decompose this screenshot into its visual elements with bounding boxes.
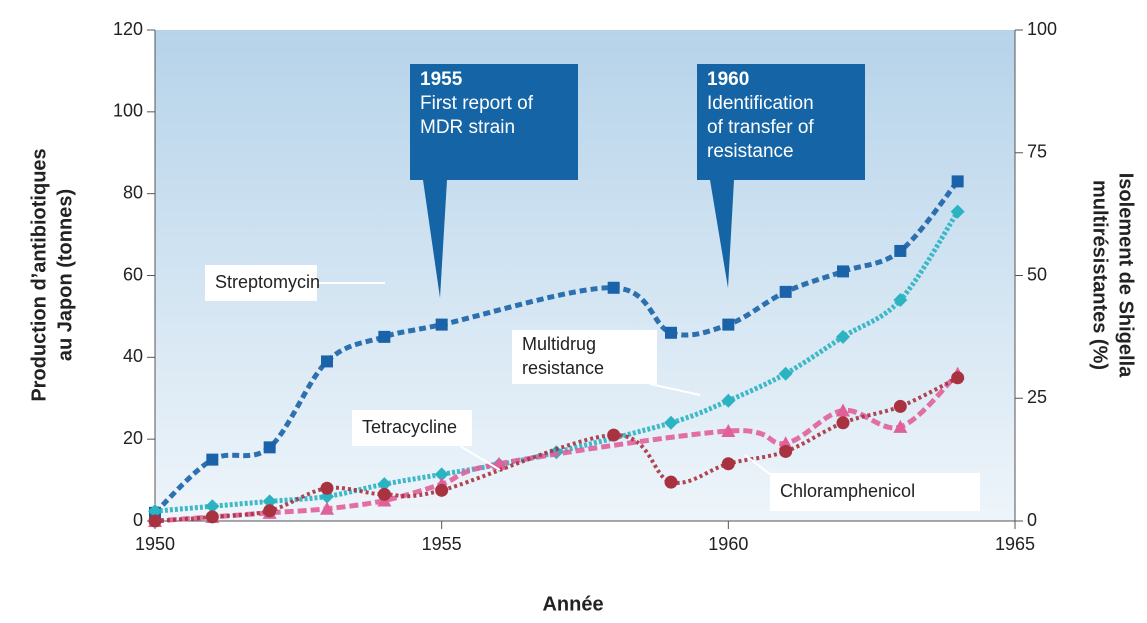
marker xyxy=(664,415,678,430)
annotation-year: 1960 xyxy=(707,69,749,90)
y2-axis-title-line: multirésistantes (%) xyxy=(1089,180,1111,370)
marker xyxy=(721,423,736,437)
y-tick-label: 0 xyxy=(133,510,143,530)
y-axis-title-line: Production d’antibiotiques xyxy=(28,148,50,401)
x-tick-label: 1960 xyxy=(708,534,748,554)
marker xyxy=(434,467,449,482)
series-label: Chloramphenicol xyxy=(744,454,980,511)
y-tick-label: 20 xyxy=(123,428,143,448)
marker xyxy=(894,244,907,257)
annotation-text: MDR strain xyxy=(420,117,515,138)
marker xyxy=(321,355,333,368)
marker xyxy=(722,318,735,331)
callout-box xyxy=(352,410,472,446)
marker xyxy=(206,453,219,466)
marker xyxy=(377,487,391,501)
series-name-line: Multidrug xyxy=(522,334,596,354)
y2-tick-label: 100 xyxy=(1027,19,1057,39)
annotation-box xyxy=(697,64,865,180)
series-name: Streptomycin xyxy=(215,272,320,292)
marker xyxy=(950,204,965,219)
marker xyxy=(779,285,792,298)
y2-tick-label: 0 xyxy=(1027,510,1037,530)
marker xyxy=(263,441,276,454)
annotation-pointer xyxy=(710,180,734,288)
marker xyxy=(263,504,277,518)
marker xyxy=(893,399,907,413)
series-name: Multidrug resistance xyxy=(522,334,604,378)
series-label: Multidrug resistance xyxy=(512,330,701,396)
y-tick-label: 120 xyxy=(113,19,143,39)
marker xyxy=(893,293,908,308)
y2-axis-title: Isolement de Shigella multirésistantes (… xyxy=(1089,173,1137,378)
y-tick-label: 40 xyxy=(123,346,143,366)
series-name: Chloramphenicol xyxy=(780,481,915,501)
annotation-year: 1955 xyxy=(420,69,463,90)
series-label: Tetracycline xyxy=(352,410,501,471)
y2-axis-title-line: Isolement de Shigella xyxy=(1115,173,1137,378)
marker xyxy=(893,419,908,433)
annotation: 1955 First report of MDR strain xyxy=(410,64,578,298)
annotation-pointer xyxy=(423,180,447,298)
y-axis-title-line: au Japon (tonnes) xyxy=(54,189,76,361)
callout-box xyxy=(205,265,317,301)
marker xyxy=(721,393,736,408)
marker xyxy=(148,514,162,528)
marker xyxy=(320,501,334,515)
marker xyxy=(205,499,220,514)
marker xyxy=(607,428,621,442)
annotation-text: First report of xyxy=(420,93,534,114)
marker xyxy=(148,504,162,519)
marker xyxy=(836,329,850,344)
callout-line xyxy=(459,445,501,471)
annotation-text: Identification xyxy=(707,93,814,114)
callout-line xyxy=(649,383,701,396)
annotation-text: of transfer of xyxy=(707,117,814,138)
annotation: 1960 Identification of transfer of resistan… xyxy=(697,64,865,288)
marker xyxy=(205,510,219,524)
x-axis-title: Année xyxy=(542,593,603,615)
marker xyxy=(262,494,277,509)
y-tick-label: 80 xyxy=(123,182,143,202)
x-tick-label: 1950 xyxy=(135,534,175,554)
x-tick-label: 1965 xyxy=(995,534,1035,554)
y-tick-label: 60 xyxy=(123,264,143,284)
marker xyxy=(665,326,677,339)
marker xyxy=(836,416,850,430)
marker xyxy=(951,371,965,385)
annotation-text: resistance xyxy=(707,141,794,162)
series-label: Streptomycin xyxy=(205,265,385,301)
y-tick-label: 100 xyxy=(113,101,143,121)
marker xyxy=(779,444,793,458)
marker xyxy=(837,265,849,278)
marker xyxy=(377,477,392,492)
marker xyxy=(778,366,793,381)
callout-box xyxy=(770,473,980,511)
series-name: Tetracycline xyxy=(362,417,457,437)
x-tick-label: 1955 xyxy=(422,534,462,554)
marker xyxy=(320,481,334,495)
marker xyxy=(435,318,448,331)
marker xyxy=(664,475,678,489)
marker xyxy=(607,281,620,294)
y2-tick-label: 50 xyxy=(1027,264,1047,284)
y2-tick-label: 25 xyxy=(1027,387,1047,407)
callout-box xyxy=(512,330,657,384)
y-axis-title: Production d’antibiotiques au Japon (ton… xyxy=(28,148,76,401)
marker xyxy=(435,483,449,497)
marker xyxy=(378,330,391,343)
marker xyxy=(951,175,964,188)
series-name-line: resistance xyxy=(522,358,604,378)
y2-tick-label: 75 xyxy=(1027,142,1047,162)
marker xyxy=(836,403,850,417)
marker xyxy=(721,457,735,471)
annotation-box xyxy=(410,64,578,180)
